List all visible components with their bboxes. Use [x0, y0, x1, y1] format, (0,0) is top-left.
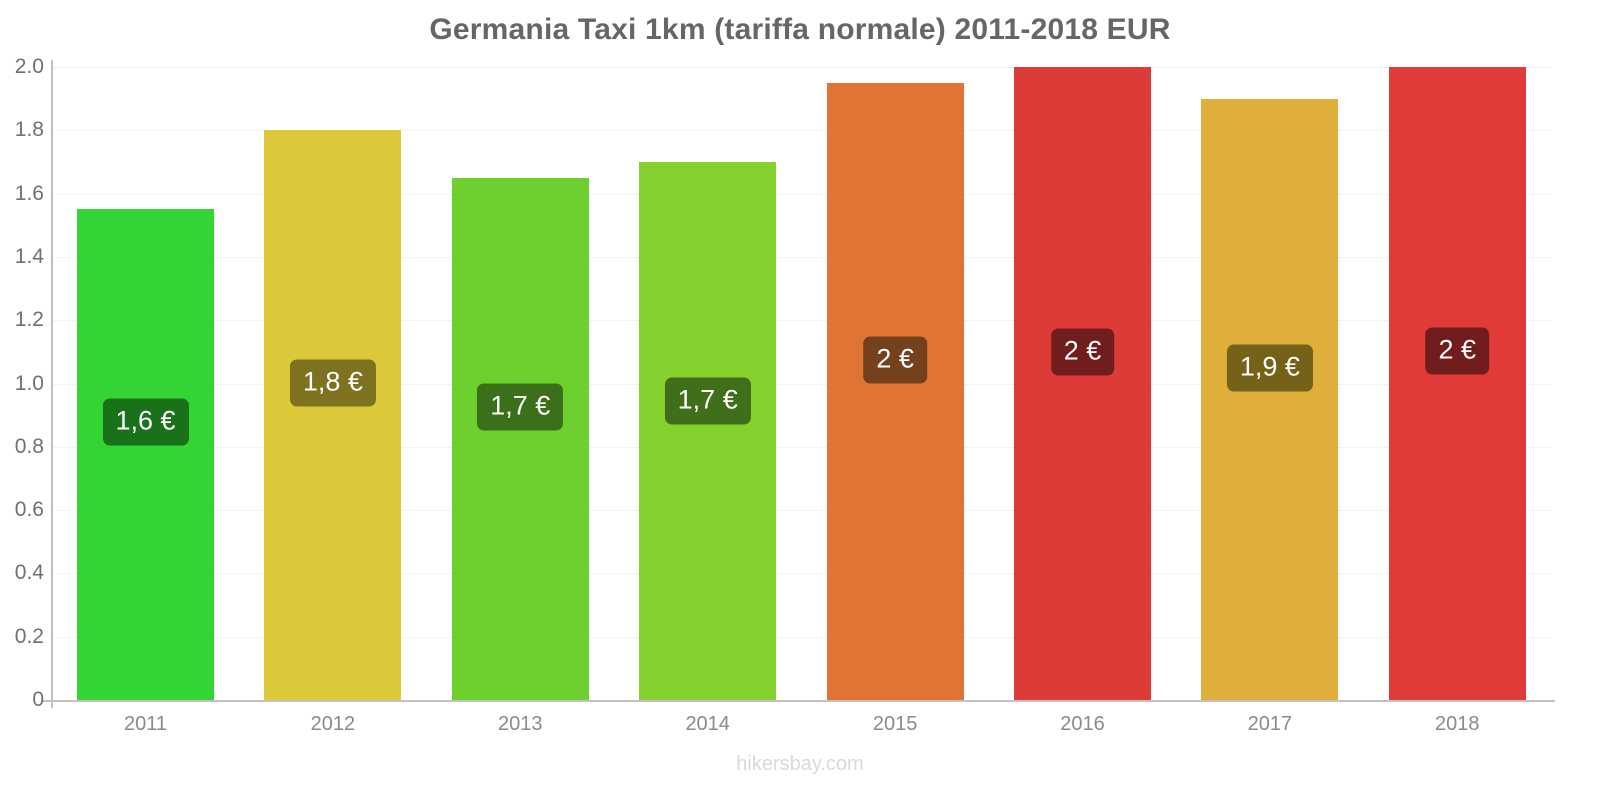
gridline: [51, 636, 1552, 638]
y-axis-tick-label: 0.4: [14, 561, 44, 585]
y-axis-tick-label: 2.0: [14, 55, 44, 78]
bar-value-label: 2 €: [1050, 328, 1115, 376]
gridline: [51, 383, 1552, 385]
y-axis-tick-label: 1.4: [14, 244, 44, 268]
bar[interactable]: [264, 130, 402, 700]
bar[interactable]: [826, 82, 964, 700]
bar[interactable]: [451, 177, 589, 700]
y-axis-tick-labels: 0 0.2 0.4 0.6 0.8 1.0 1.2 1.4 1.6 1.8 2.0: [0, 0, 44, 800]
bars-layer: [51, 67, 1552, 700]
x-axis-tick-label: 2013: [498, 713, 543, 735]
x-axis-tick-label: 2018: [1435, 713, 1480, 735]
bar-value-label: 2 €: [1425, 327, 1490, 375]
gridline: [51, 67, 1552, 68]
x-axis-tick-label: 2017: [1247, 713, 1293, 735]
y-axis-tick-label: 1.8: [14, 118, 44, 142]
bar-value-label: 1,9 €: [1226, 344, 1313, 392]
bar-value-label: 2 €: [863, 336, 927, 384]
y-axis-tick-label: 1.0: [14, 371, 44, 395]
y-axis-tick-label: 1.2: [14, 308, 44, 332]
gridline: [51, 130, 1552, 132]
gridline: [51, 510, 1552, 512]
page-title: Germania Taxi 1km (tariffa normale) 2011…: [429, 13, 1171, 46]
gridline: [51, 193, 1552, 195]
y-axis-tick-label: 0: [32, 688, 44, 711]
plot-area: [51, 67, 1552, 700]
bar[interactable]: [1014, 67, 1151, 700]
x-axis-line: [43, 700, 1555, 702]
y-axis-tick-label: 0.6: [14, 498, 44, 522]
y-axis-tick-label: 0.2: [14, 624, 44, 648]
gridline: [51, 446, 1552, 448]
x-axis-tick-label: 2011: [123, 713, 168, 735]
bar[interactable]: [77, 209, 214, 700]
footer-credit: hikersbay.com: [736, 753, 864, 775]
x-axis-tick-label: 2012: [310, 713, 356, 735]
gridline: [51, 320, 1552, 322]
bar[interactable]: [639, 161, 777, 700]
x-axis-tick-label: 2014: [685, 713, 730, 735]
gridline: [51, 256, 1552, 258]
x-axis-tick-label: 2015: [872, 713, 918, 735]
bar[interactable]: [1388, 67, 1526, 700]
bar-value-label: 1,7 €: [477, 383, 564, 431]
y-axis-tick-label: 1.6: [14, 181, 44, 205]
x-axis-tick-label: 2016: [1060, 713, 1105, 735]
bar-value-label: 1,7 €: [664, 377, 751, 425]
bar-value-label: 1,6 €: [102, 398, 189, 446]
bar-value-label: 1,8 €: [289, 359, 376, 407]
bar[interactable]: [1201, 98, 1339, 700]
gridline: [51, 573, 1552, 575]
y-axis-tick-label: 0.8: [14, 434, 44, 458]
y-axis-line: [51, 60, 53, 708]
